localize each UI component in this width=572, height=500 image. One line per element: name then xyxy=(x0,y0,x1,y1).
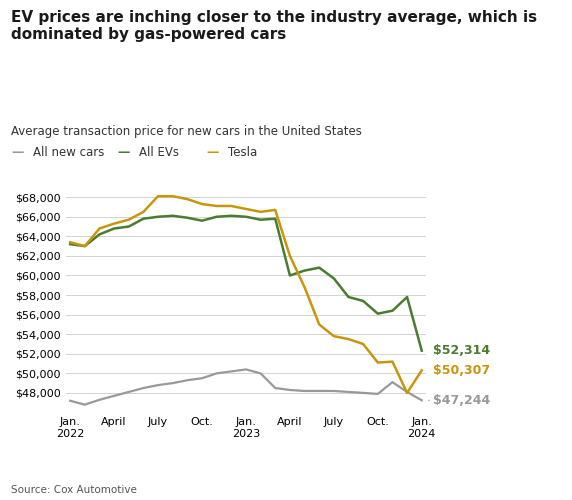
Text: $52,314: $52,314 xyxy=(434,344,491,357)
Text: —: — xyxy=(206,146,219,159)
Text: Average transaction price for new cars in the United States: Average transaction price for new cars i… xyxy=(11,125,362,138)
Text: Tesla: Tesla xyxy=(228,146,257,159)
Text: —: — xyxy=(11,146,24,159)
Text: All EVs: All EVs xyxy=(139,146,179,159)
Text: EV prices are inching closer to the industry average, which is
dominated by gas-: EV prices are inching closer to the indu… xyxy=(11,10,538,42)
Text: $50,307: $50,307 xyxy=(434,364,491,377)
Text: —: — xyxy=(117,146,130,159)
Text: Source: Cox Automotive: Source: Cox Automotive xyxy=(11,485,137,495)
Text: All new cars: All new cars xyxy=(33,146,105,159)
Text: $47,244: $47,244 xyxy=(434,394,491,407)
